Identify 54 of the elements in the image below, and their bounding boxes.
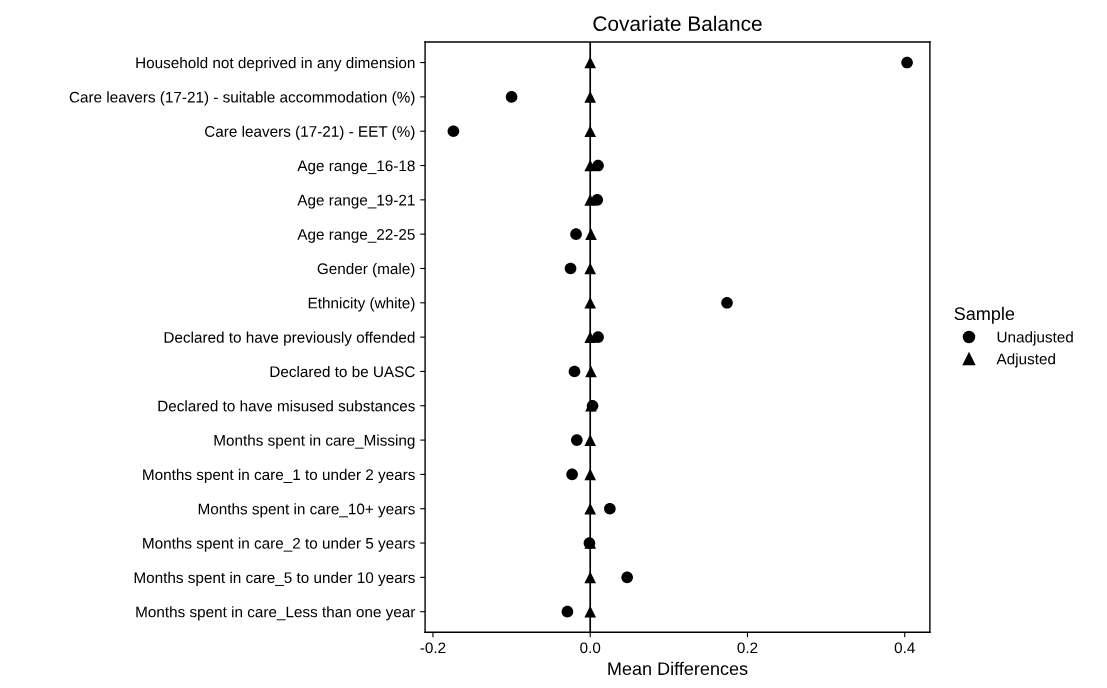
x-tick-label: 0.2 [737, 642, 758, 654]
point [592, 331, 604, 343]
point [571, 434, 583, 446]
point [604, 502, 616, 515]
point [447, 125, 460, 138]
point [584, 194, 597, 206]
y-tick-label: Months spent in care_10+ years [198, 503, 415, 518]
y-tick-label: Months spent in care_Less than one year [136, 606, 416, 621]
point [584, 56, 597, 69]
point [561, 605, 574, 618]
point [505, 91, 518, 103]
y-tick-label: Months spent in care_1 to under 2 years [143, 468, 415, 484]
point [564, 262, 577, 275]
y-tick-label: Declared to be UASC [270, 365, 415, 378]
point [584, 125, 597, 138]
point [570, 228, 582, 240]
point [584, 296, 597, 309]
x-tick-label: 0.4 [894, 642, 915, 654]
y-tick-label: Household not deprived in any dimension [136, 57, 415, 72]
point [721, 296, 733, 309]
legend-title: Sample [954, 306, 1015, 324]
legend-label: Adjusted [996, 353, 1055, 368]
y-tick-label: Ethnicity (white) [308, 297, 415, 312]
point [584, 605, 597, 618]
y-tick-label: Declared to have previously offended [164, 331, 415, 346]
point [584, 434, 597, 446]
y-tick-label: Months spent in care_Missing [214, 434, 415, 449]
point [585, 228, 597, 240]
x-tick-label: -0.2 [420, 642, 446, 654]
y-tick-label: Care leavers (17-21) - EET (%) [205, 125, 415, 140]
point [568, 365, 581, 378]
point [566, 468, 578, 481]
point [584, 331, 597, 343]
y-tick-label: Months spent in care_2 to under 5 years [143, 537, 415, 552]
y-tick-label: Age range_19-21 [297, 194, 415, 209]
y-tick-label: Care leavers (17-21) - suitable accommodation (%) [69, 91, 415, 106]
y-tick-label: Age range_22-25 [297, 229, 415, 243]
point [584, 571, 597, 584]
y-tick-label: Declared to have misused substances [158, 400, 415, 412]
point [584, 262, 597, 275]
point [592, 159, 604, 172]
point [901, 56, 913, 69]
x-axis-title: Mean Differences [608, 661, 748, 676]
x-tick-label: 0.0 [580, 642, 601, 654]
legend-label: Unadjusted [997, 331, 1073, 346]
point [621, 571, 633, 584]
y-tick-label: Age range_16-18 [297, 160, 415, 175]
point [584, 159, 597, 172]
chart-title: Covariate Balance [593, 15, 762, 32]
y-tick-label: Months spent in care_5 to under 10 years [134, 571, 415, 587]
point [584, 91, 597, 103]
y-tick-label: Gender (male) [317, 262, 415, 278]
point [584, 502, 597, 515]
point [584, 468, 597, 481]
